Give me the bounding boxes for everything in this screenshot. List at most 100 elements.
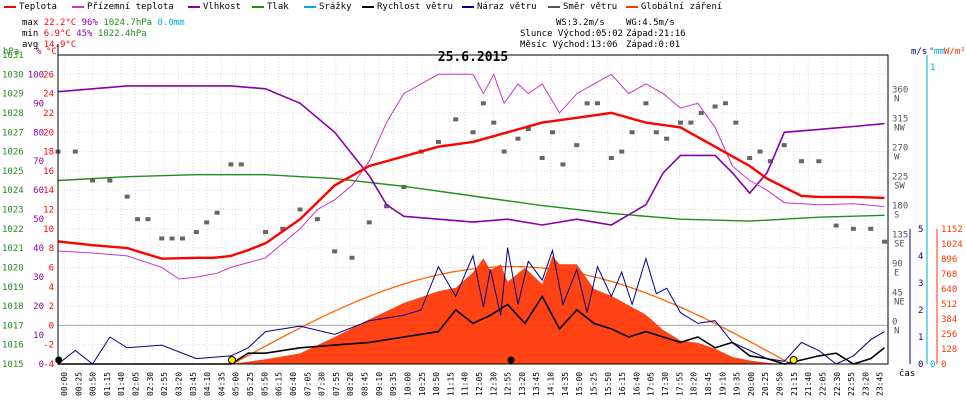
wind-dir-point — [314, 217, 320, 222]
y-tick-temp: 12 — [43, 206, 54, 216]
y-tick-ms: 0 — [918, 360, 923, 370]
wind-dir-point — [767, 159, 773, 164]
x-tick-label: 15:50 — [604, 372, 613, 396]
y-tick-humidity: 30 — [33, 273, 44, 283]
wind-dir-point — [280, 226, 286, 231]
x-tick-label: 17:05 — [647, 372, 656, 396]
y-tick-ms: 5 — [918, 225, 923, 235]
wind-dir-point — [332, 249, 338, 254]
y-tick-pressure: 1029 — [2, 90, 24, 100]
wind-dir-point — [698, 110, 704, 115]
wind-dir-point — [608, 156, 614, 160]
wind-dir-point — [722, 101, 728, 106]
x-tick-label: 18:45 — [704, 372, 713, 396]
wind-dir-point — [799, 159, 805, 164]
y-tick-temp: 10 — [43, 225, 54, 235]
legend-swatch — [72, 5, 84, 8]
y-tick-ms: 2 — [918, 306, 923, 316]
wind-dir-point — [435, 139, 441, 144]
axis-header-mm: mm — [934, 47, 945, 57]
x-tick-label: 09:10 — [375, 372, 384, 396]
y-tick-humidity: 20 — [33, 302, 44, 312]
wind-dir-point — [90, 178, 96, 183]
axis-header-degc: °C — [46, 47, 57, 57]
y-tick-ms: 1 — [918, 333, 923, 343]
y-tick-dir-label: E — [894, 268, 899, 278]
sun-set: Západ:21:16 — [626, 29, 686, 39]
y-tick-dir: 45 — [892, 288, 903, 298]
legend-swatch — [252, 5, 264, 8]
y-tick-pressure: 1031 — [2, 51, 24, 61]
x-tick-label: 21:15 — [790, 372, 799, 396]
x-tick-label: 20:50 — [776, 372, 785, 396]
y-tick-radiation: 0 — [941, 360, 946, 370]
y-tick-rain: 0 — [930, 360, 935, 370]
legend-label: Směr větru — [563, 2, 618, 12]
legend-label: Přízemní teplota — [87, 2, 174, 12]
chart-title: 25.6.2015 — [438, 50, 508, 65]
y-tick-radiation: 768 — [941, 270, 957, 280]
moonrise-marker — [507, 356, 515, 364]
y-tick-pressure: 1030 — [2, 70, 24, 80]
series-ground-temp — [57, 73, 885, 280]
x-tick-label: 17:30 — [661, 372, 670, 396]
wind-dir-point — [643, 101, 649, 106]
wind-dir-point — [664, 136, 670, 141]
series-radiation — [230, 256, 785, 364]
wind-dir-point — [678, 120, 683, 125]
y-tick-pressure: 1027 — [2, 128, 24, 138]
y-tick-pressure: 1019 — [2, 283, 24, 293]
x-tick-label: 12:05 — [475, 372, 484, 396]
y-tick-dir: 0 — [892, 317, 897, 327]
x-tick-label: 10:50 — [432, 372, 441, 396]
wind-dir-point — [757, 149, 763, 154]
y-tick-dir: 90 — [892, 259, 903, 269]
wind-dir-point — [712, 104, 718, 109]
x-tick-label: 05:00 — [232, 372, 241, 396]
legend-item-7: Směr větru — [548, 2, 617, 12]
y-tick-humidity: 70 — [33, 157, 44, 167]
wind-dir-point — [453, 117, 459, 122]
y-tick-temp: 26 — [43, 70, 54, 80]
y-tick-temp: -4 — [43, 360, 54, 370]
x-tick-label: 12:55 — [504, 372, 513, 396]
y-tick-temp: 14 — [43, 186, 54, 196]
axis-header-wm2: W/m² — [944, 47, 966, 57]
x-tick-label: 13:20 — [518, 372, 527, 396]
y-tick-dir: 225 — [892, 173, 908, 183]
y-tick-humidity: 80 — [33, 128, 44, 138]
y-tick-dir-label: NE — [894, 297, 905, 307]
legend-swatch — [304, 5, 316, 8]
x-tick-label: 19:10 — [718, 372, 727, 396]
series-humidity — [57, 85, 885, 226]
wind-dir-point — [366, 220, 372, 225]
sun-rise: Slunce Východ:05:02 — [520, 29, 623, 39]
x-tick-label: 20:25 — [761, 372, 770, 396]
series-wind-gust — [57, 247, 885, 365]
legend-label: Vlhkost — [203, 2, 241, 12]
y-tick-dir-label: N — [894, 95, 899, 105]
y-tick-pressure: 1026 — [2, 148, 24, 158]
y-tick-dir: 360 — [892, 86, 908, 96]
x-tick-label: 00:50 — [89, 372, 98, 396]
wind-dir-point — [228, 162, 234, 167]
y-tick-radiation: 1024 — [941, 240, 963, 250]
x-tick-label: 06:15 — [275, 372, 284, 396]
wind-dir-point — [574, 143, 580, 148]
x-tick-label: 19:35 — [733, 372, 742, 396]
x-tick-label: 04:35 — [217, 372, 226, 396]
wind-dir-point — [550, 130, 556, 135]
x-tick-label: 05:50 — [260, 372, 269, 396]
wind-dir-point — [653, 130, 659, 135]
y-tick-radiation: 640 — [941, 285, 957, 295]
legend-label: Teplota — [19, 2, 57, 12]
x-tick-label: 16:15 — [618, 372, 627, 396]
wind-dir-point — [135, 217, 141, 222]
wind-dir-point — [688, 120, 694, 125]
wind-dir-point — [214, 210, 220, 215]
wind-dir-point — [204, 220, 210, 225]
y-tick-pressure: 1028 — [2, 109, 24, 119]
y-tick-radiation: 896 — [941, 255, 957, 265]
legend-item-4: Srážky — [304, 2, 352, 12]
